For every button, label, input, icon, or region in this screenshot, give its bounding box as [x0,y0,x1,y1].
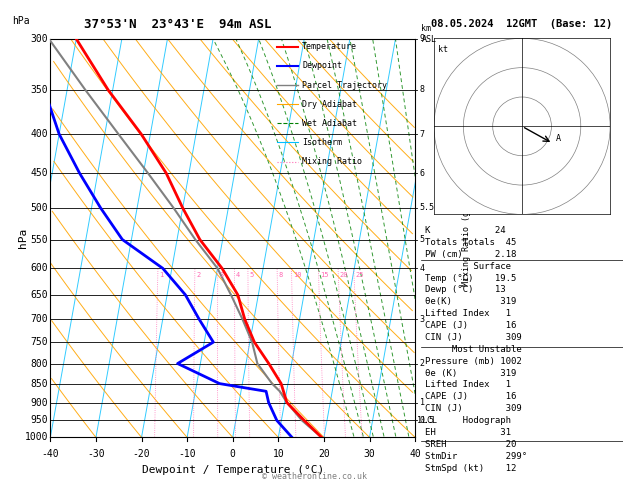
Text: K            24: K 24 [425,226,506,235]
Text: SREH           20: SREH 20 [425,440,517,449]
Text: Pressure (mb) 1002: Pressure (mb) 1002 [425,357,522,366]
Text: 0: 0 [230,450,236,459]
Text: 25: 25 [355,272,364,278]
Text: A: A [556,134,561,142]
Text: PW (cm)      2.18: PW (cm) 2.18 [425,250,517,259]
Text: hPa: hPa [18,228,28,248]
Text: 1: 1 [420,398,425,407]
Text: 3: 3 [420,315,425,324]
Text: Lifted Index   1: Lifted Index 1 [425,381,511,389]
Text: 300: 300 [30,34,48,44]
Text: 4: 4 [420,264,425,273]
Text: 10: 10 [293,272,301,278]
Text: Wet Adiabat: Wet Adiabat [302,119,357,128]
Text: kt: kt [438,45,447,54]
Text: 0.5: 0.5 [420,416,435,425]
Text: 30: 30 [364,450,376,459]
Text: 1LCL: 1LCL [418,416,437,425]
Text: Most Unstable: Most Unstable [425,345,522,354]
Text: CIN (J)        309: CIN (J) 309 [425,404,522,413]
Text: 9: 9 [420,35,425,43]
Text: Totals Totals  45: Totals Totals 45 [425,238,517,247]
Text: CAPE (J)       16: CAPE (J) 16 [425,392,517,401]
Text: Dewpoint / Temperature (°C): Dewpoint / Temperature (°C) [142,465,324,475]
Text: Isotherm: Isotherm [302,138,342,147]
Text: Mixing Ratio (g/kg): Mixing Ratio (g/kg) [462,191,470,286]
Text: Temperature: Temperature [302,42,357,52]
Text: Temp (°C)    19.5: Temp (°C) 19.5 [425,274,517,282]
Text: 15: 15 [320,272,328,278]
Text: 1000: 1000 [25,433,48,442]
Text: 40: 40 [409,450,421,459]
Text: θe(K)         319: θe(K) 319 [425,297,517,306]
Text: 400: 400 [30,129,48,139]
Text: 850: 850 [30,379,48,389]
Text: 5: 5 [420,235,425,244]
Text: 700: 700 [30,314,48,324]
Text: 10: 10 [272,450,284,459]
Text: 37°53'N  23°43'E  94m ASL: 37°53'N 23°43'E 94m ASL [84,18,272,31]
Text: 5.5: 5.5 [420,204,435,212]
Text: 7: 7 [420,130,425,139]
Text: 20: 20 [318,450,330,459]
Text: 600: 600 [30,263,48,273]
Text: 650: 650 [30,290,48,300]
Text: 6: 6 [420,169,425,177]
Text: 800: 800 [30,359,48,368]
Text: 950: 950 [30,416,48,425]
Text: StmDir         299°: StmDir 299° [425,452,528,461]
Text: hPa: hPa [13,17,30,26]
Text: Dewp (°C)    13: Dewp (°C) 13 [425,285,506,295]
Text: 350: 350 [30,85,48,95]
Text: 500: 500 [30,203,48,213]
Text: StmSpd (kt)    12: StmSpd (kt) 12 [425,464,517,473]
Text: 8: 8 [420,86,425,94]
Text: 750: 750 [30,337,48,347]
Text: 20: 20 [340,272,348,278]
Text: θe (K)        319: θe (K) 319 [425,368,517,378]
Text: Surface: Surface [425,262,511,271]
Text: Hodograph: Hodograph [425,416,511,425]
Text: Mixing Ratio: Mixing Ratio [302,157,362,166]
Text: 550: 550 [30,235,48,244]
Text: 8: 8 [279,272,282,278]
Text: CIN (J)        309: CIN (J) 309 [425,333,522,342]
Text: CAPE (J)       16: CAPE (J) 16 [425,321,517,330]
Text: -10: -10 [178,450,196,459]
Text: 5: 5 [249,272,253,278]
Text: 450: 450 [30,168,48,178]
Text: EH            31: EH 31 [425,428,511,437]
Text: -30: -30 [87,450,105,459]
Text: 1: 1 [159,272,164,278]
Text: 4: 4 [236,272,240,278]
Text: 2: 2 [196,272,201,278]
Text: © weatheronline.co.uk: © weatheronline.co.uk [262,472,367,481]
Text: km
ASL: km ASL [421,24,437,44]
Text: Dry Adiabat: Dry Adiabat [302,100,357,109]
Text: -40: -40 [42,450,59,459]
Text: 2: 2 [420,359,425,368]
Text: Dewpoint: Dewpoint [302,62,342,70]
Text: 900: 900 [30,398,48,408]
Text: Parcel Trajectory: Parcel Trajectory [302,81,387,89]
Text: -20: -20 [133,450,150,459]
Text: 3: 3 [219,272,223,278]
Text: 08.05.2024  12GMT  (Base: 12): 08.05.2024 12GMT (Base: 12) [431,19,612,30]
Text: Lifted Index   1: Lifted Index 1 [425,309,511,318]
